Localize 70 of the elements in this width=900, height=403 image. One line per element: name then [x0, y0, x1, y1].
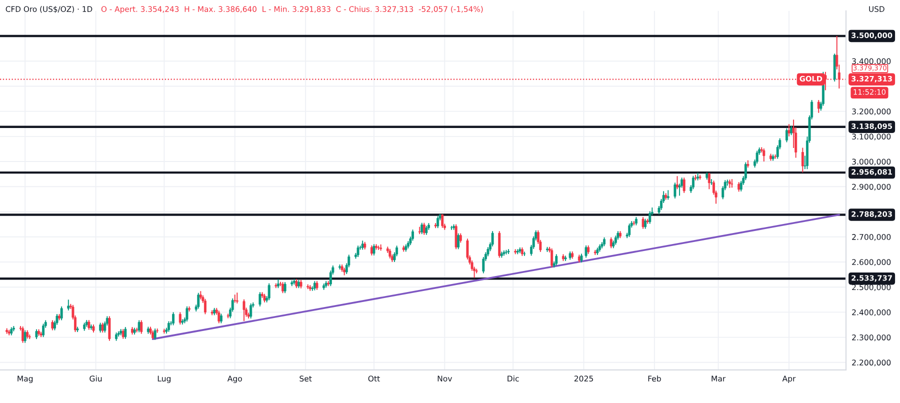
candlestick	[817, 100, 820, 114]
candlestick	[234, 294, 236, 304]
candlestick	[250, 302, 252, 319]
candlestick	[242, 298, 246, 322]
candlestick	[555, 254, 558, 266]
candlestick	[51, 320, 54, 331]
candlestick	[204, 298, 206, 315]
candlestick	[99, 322, 102, 334]
candlestick	[356, 245, 360, 258]
candlestick	[708, 172, 710, 190]
candlestick	[35, 328, 38, 340]
candlestick	[295, 278, 298, 289]
candlestick	[730, 178, 734, 188]
candlestick	[372, 244, 376, 256]
candlestick	[236, 292, 238, 304]
candlestick	[268, 282, 270, 301]
candlestick	[361, 240, 364, 250]
candlestick	[258, 292, 262, 307]
candlestick	[666, 190, 670, 200]
candlestick	[436, 216, 440, 229]
candlestick	[140, 320, 143, 334]
candlestick	[67, 299, 70, 311]
candlestick	[785, 128, 788, 143]
candlestick	[457, 232, 460, 250]
candlestick	[108, 316, 111, 342]
candlestick	[740, 180, 742, 192]
candlestick	[425, 225, 428, 236]
candlestick	[60, 306, 63, 321]
candlestick	[486, 246, 490, 257]
candlestick	[801, 147, 804, 173]
candlestick	[644, 218, 647, 230]
candlestick	[610, 236, 612, 249]
candlestick	[676, 176, 678, 190]
candlestick	[42, 323, 45, 338]
candlestick	[186, 306, 188, 322]
candlestick	[22, 326, 24, 344]
candlestick	[682, 177, 686, 194]
candlestick	[459, 232, 462, 244]
candlestick	[168, 320, 170, 332]
candlestick	[762, 148, 766, 162]
candlestick	[642, 216, 644, 230]
candlestick	[491, 230, 494, 247]
candlestick	[138, 320, 140, 333]
candlestick	[412, 229, 414, 242]
candlestick	[614, 235, 617, 246]
candlestick	[454, 224, 458, 250]
candlestick	[738, 182, 740, 192]
candlestick	[178, 312, 182, 325]
candlestick	[284, 282, 286, 294]
candlestick	[218, 310, 220, 324]
candlestick	[197, 292, 200, 310]
candlestick	[498, 230, 501, 258]
candlestick	[388, 248, 392, 259]
candlestick	[441, 214, 444, 228]
candlestick	[24, 330, 26, 344]
candlestick	[154, 328, 156, 340]
candlestick	[628, 223, 631, 238]
candlestick	[674, 182, 676, 199]
candlestick	[692, 175, 694, 190]
candlestick	[172, 312, 175, 326]
candlestick	[744, 162, 747, 181]
candlestick	[756, 150, 758, 164]
candlestick	[220, 313, 222, 324]
candlestick	[788, 124, 790, 137]
candlestick	[482, 256, 485, 274]
candlestick	[124, 326, 127, 340]
candlestick	[648, 210, 652, 224]
candlestick	[88, 320, 90, 330]
candlestick	[420, 222, 424, 235]
candlestick	[550, 248, 554, 268]
